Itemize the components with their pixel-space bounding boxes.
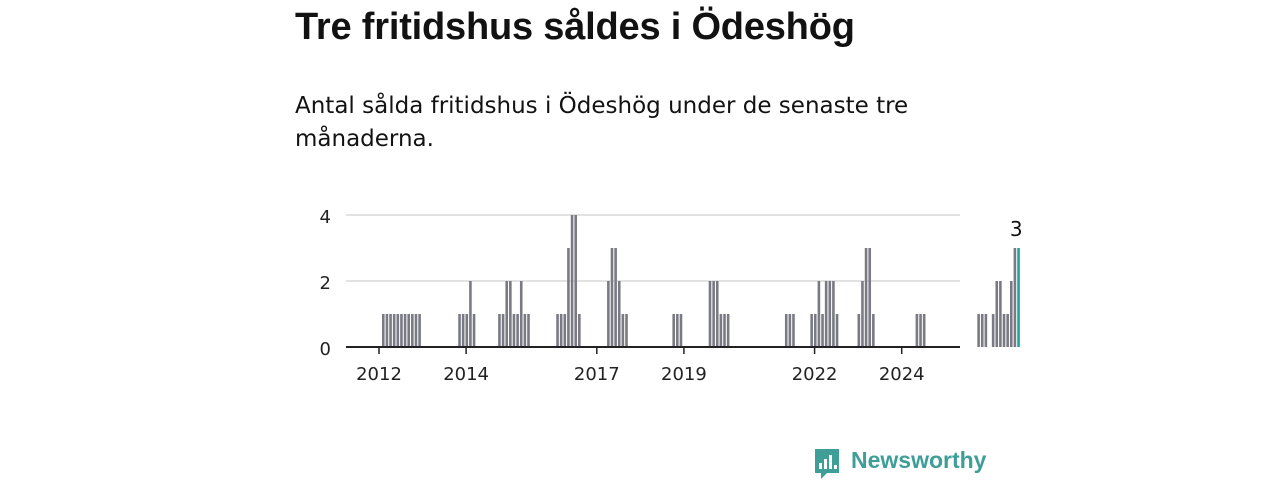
bar: [813, 314, 817, 347]
bar: [817, 281, 821, 347]
bar: [821, 314, 824, 347]
highlight-value-label: 3: [1010, 217, 1023, 241]
bar: [723, 314, 726, 347]
bar: [824, 281, 828, 347]
y-tick-label: 2: [320, 273, 331, 294]
bar: [919, 314, 922, 347]
bar: [1009, 281, 1013, 347]
bar: [625, 314, 628, 347]
bar: [516, 314, 519, 347]
bar: [995, 281, 999, 347]
bar: [719, 314, 723, 347]
bar: [411, 314, 414, 347]
bar: [788, 314, 792, 347]
bar: [614, 248, 617, 347]
bar: [458, 314, 461, 347]
chart-subtitle: Antal sålda fritidshus i Ödeshög under d…: [295, 93, 909, 152]
bar: [835, 314, 839, 347]
brand-name: Newsworthy: [851, 447, 987, 473]
bar: [977, 314, 980, 347]
bar: [861, 281, 864, 347]
y-tick-label: 4: [320, 207, 331, 228]
bar: [382, 314, 385, 347]
bar: [712, 281, 715, 347]
bar: [610, 248, 614, 347]
bar: [414, 314, 418, 347]
bar: [1002, 314, 1006, 347]
bar: [832, 281, 835, 347]
bar: [509, 281, 512, 347]
bar: [396, 314, 400, 347]
bar: [810, 314, 813, 347]
x-tick-label: 2017: [574, 364, 620, 385]
bar: [679, 314, 683, 347]
bar: [872, 314, 875, 347]
chart-title: Tre fritidshus såldes i Ödeshög: [295, 6, 855, 48]
x-tick-label: 2014: [443, 364, 489, 385]
bar: [400, 314, 403, 347]
bar: [469, 281, 472, 347]
bar: [574, 215, 577, 347]
bar: [465, 314, 469, 347]
bar: [418, 314, 421, 347]
x-tick-label: 2012: [356, 364, 402, 385]
bar: [512, 314, 516, 347]
bar: [389, 314, 392, 347]
bar: [999, 281, 1002, 347]
bar: [556, 314, 559, 347]
bar: [607, 281, 610, 347]
bar: [868, 248, 872, 347]
bar: [523, 314, 527, 347]
bar: [567, 248, 570, 347]
x-tick-label: 2024: [879, 364, 925, 385]
bar-highlight: [1017, 248, 1020, 347]
bar: [864, 248, 868, 347]
bar: [563, 314, 567, 347]
bar: [621, 314, 625, 347]
bar: [715, 281, 719, 347]
bar: [617, 281, 621, 347]
bar: [672, 314, 675, 347]
bar: [922, 314, 926, 347]
bar: [984, 314, 988, 347]
bar: [519, 281, 523, 347]
newsworthy-logo-icon: [815, 449, 839, 479]
bar: [991, 314, 995, 347]
bar: [501, 314, 505, 347]
bar: [980, 314, 984, 347]
bar: [559, 314, 563, 347]
bar: [676, 314, 679, 347]
article-figure: Tre fritidshus såldes i Ödeshög Antal så…: [295, 0, 995, 480]
bar: [472, 314, 476, 347]
bar: [726, 314, 730, 347]
x-tick-label: 2019: [661, 364, 707, 385]
bar: [570, 215, 574, 347]
bar: [403, 314, 407, 347]
bar: [498, 314, 501, 347]
bar: [407, 314, 411, 347]
y-tick-label: 0: [320, 339, 331, 360]
bar: [505, 281, 509, 347]
bar: [857, 314, 861, 347]
bar: [828, 281, 832, 347]
bar: [527, 314, 530, 347]
bar: [792, 314, 795, 347]
bar: [915, 314, 919, 347]
bar: [392, 314, 396, 347]
bar: [1013, 248, 1017, 347]
x-tick-label: 2022: [792, 364, 838, 385]
bar: [578, 314, 581, 347]
bar: [784, 314, 788, 347]
bar: [708, 281, 712, 347]
bar: [385, 314, 389, 347]
bar: [1006, 314, 1009, 347]
bar: [461, 314, 465, 347]
